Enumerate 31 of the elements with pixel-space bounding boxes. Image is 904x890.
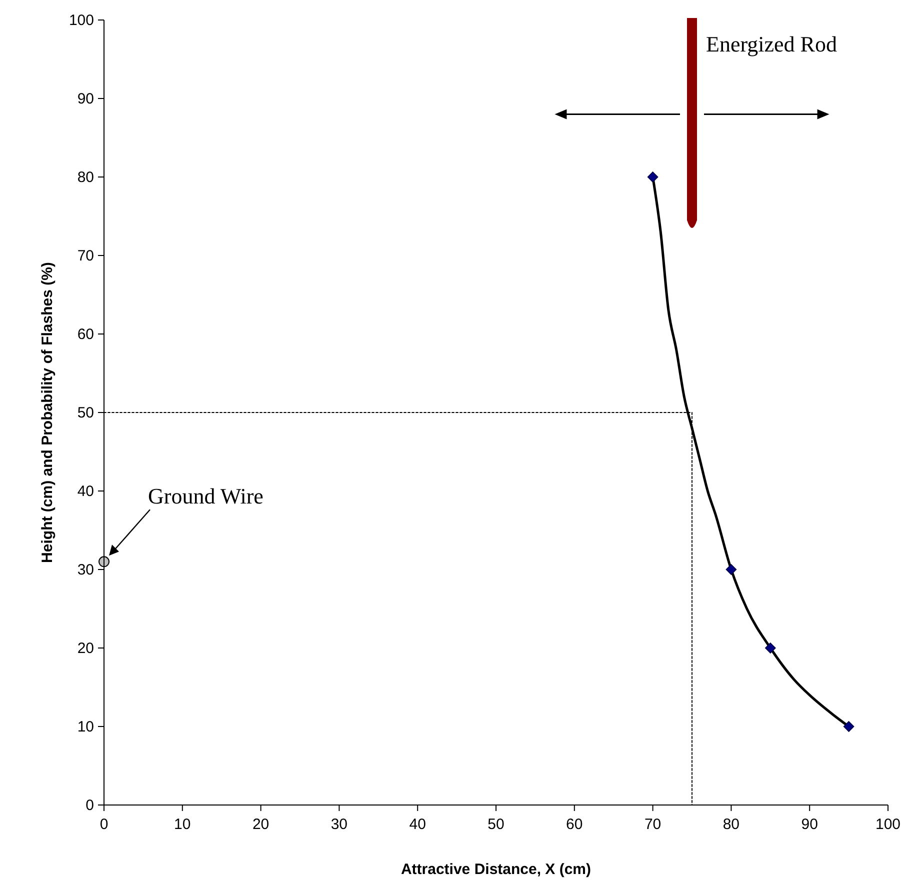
x-tick-label: 0 [100,816,108,833]
point [765,642,776,654]
x-tick-label: 40 [409,816,426,833]
x-tick-label: 10 [174,816,191,833]
annotation: Ground Wire [148,484,264,509]
y-tick-label: 80 [77,169,94,186]
y-tick-label: 30 [77,562,94,578]
y-tick-label: 50 [77,404,94,422]
x-tick-label: 20 [252,816,270,833]
y-axis-title: Height (cm) and Probability of Flashes (%) [39,262,56,563]
y-tick-label: 70 [77,248,94,264]
x-tick-label: 30 [330,816,348,833]
x-tick-label: 100 [875,816,901,833]
y-tick-label: 60 [77,326,94,343]
y-tick-label: 20 [77,640,94,657]
x-tick-label: 90 [801,816,818,833]
annotation: Energized Rod [706,31,837,56]
point [98,556,110,568]
point [843,721,854,732]
y-tick-label: 10 [77,718,94,736]
point [647,172,658,182]
x-tick-label: 80 [722,816,740,833]
y-tick-label: 0 [86,797,94,814]
x-tick-label: 50 [488,816,504,833]
y-tick-label: 40 [77,483,94,500]
x-tick-label: 70 [644,816,662,833]
x-axis-title: Attractive Distance, X (cm) [400,861,592,878]
y-tick-label: 100 [68,12,94,29]
y-tick-label: 90 [77,90,94,108]
point [726,564,737,575]
x-tick-label: 60 [566,816,583,833]
